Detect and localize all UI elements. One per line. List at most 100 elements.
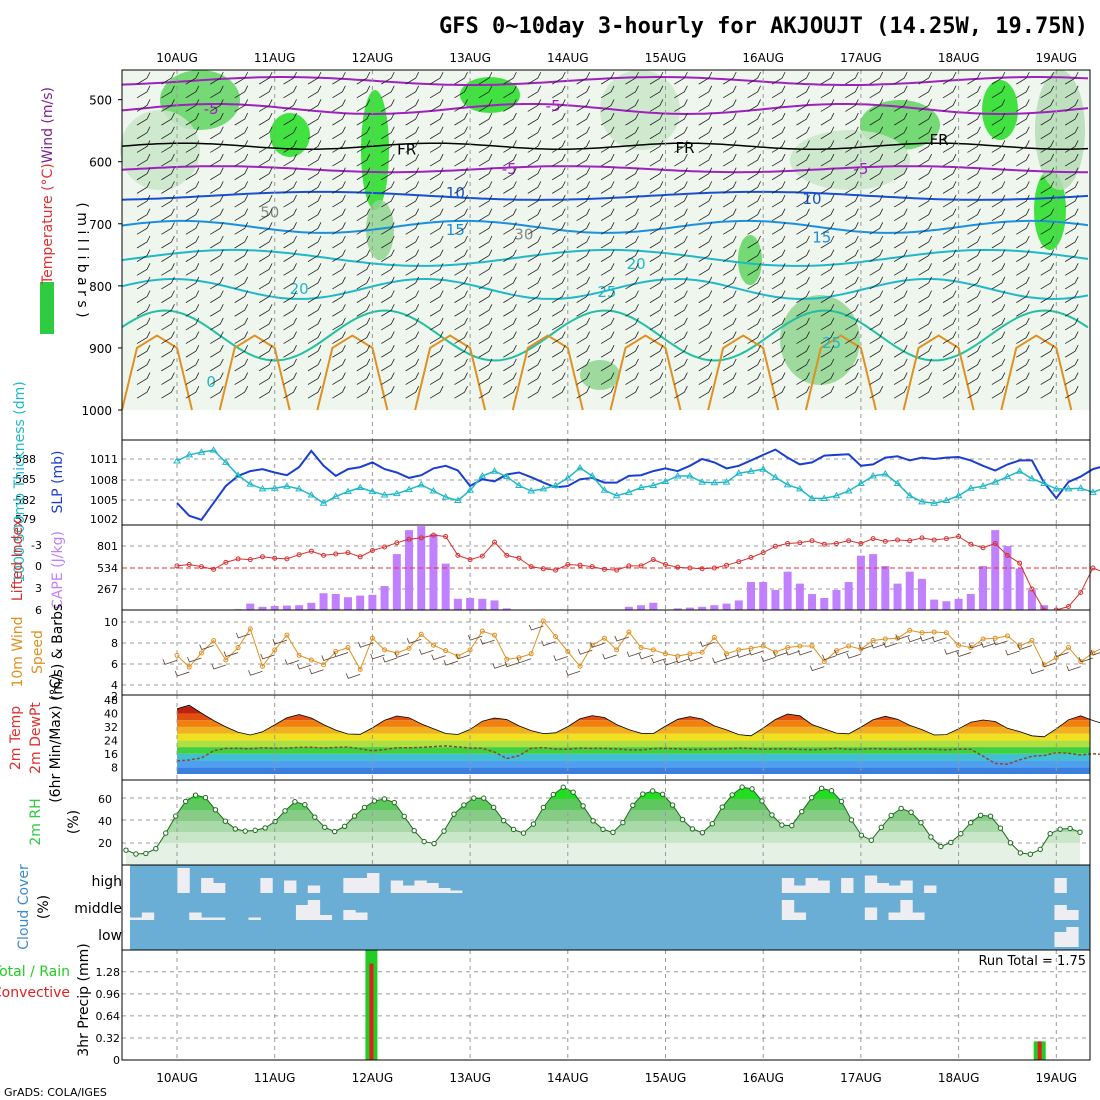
wind-barb [991,358,1006,372]
wind-barb [553,655,568,661]
wind-barb [381,249,395,262]
wind-barb [161,358,175,372]
wind-barb [283,208,297,222]
wind-barb [552,140,566,153]
wind-barb [478,317,493,331]
wind-speed-point [675,653,681,659]
wind-barb [967,249,981,262]
rh-point [232,826,239,832]
cloud-cell [201,878,214,893]
wind-barb [649,208,664,222]
wind-barb [893,386,908,399]
wind-barb [747,372,761,385]
wind-barb [600,276,615,290]
cape-bar [441,563,450,610]
wind-barb [722,167,737,181]
wind-barb [722,194,737,208]
wind-barb [649,372,664,385]
wind-barb [1016,386,1030,399]
cape-bar [905,571,914,610]
ylabel-part: Cloud Cover [16,864,32,950]
cape-bar [942,601,951,610]
wind-barb [356,235,371,249]
wind-barb [258,112,273,126]
wind-barb [283,71,297,85]
wind-barb [845,290,859,303]
wind-barb [626,651,642,658]
wind-barb [478,112,493,126]
li-point [1078,590,1084,595]
wind-barb [722,372,737,385]
wind-barb [234,263,249,276]
wind-speed-point [382,647,388,653]
wind-barb [185,140,200,153]
wind-barb [1017,644,1033,651]
wind-barb [283,345,297,358]
wind-barb [845,222,859,235]
wind-barb [600,331,615,344]
ylabel-part: 3hr Precip (mm) [76,943,92,1056]
wind-barb [210,112,224,126]
wind-barb [429,249,444,262]
cape-bar [954,598,963,610]
wind-barb [503,249,517,262]
wind-barb [480,638,495,645]
rh-point [322,824,328,830]
li-point [577,562,583,568]
wind-barb [1040,222,1055,235]
wind-barb [771,276,786,290]
wind-barb [649,71,664,85]
isotherm-line [316,334,389,411]
wind-barb [1064,112,1079,126]
wind-barb [307,372,322,385]
wind-barb [796,304,810,317]
wind-barb [625,126,639,140]
wind-barb [942,140,957,153]
li-point [345,550,351,556]
wind-barb [698,181,713,194]
wind-barb [967,331,981,344]
wind-barb [258,386,273,399]
cloud-cell [367,873,380,893]
wind-barb [356,71,371,85]
wind-barb [356,85,371,99]
wind-barb [1064,126,1079,140]
wind-barb [405,331,420,344]
cloud-cell [177,868,190,893]
isotherm-line [1000,334,1073,411]
rh-point [421,838,427,845]
wind-barb [991,386,1006,399]
rh-point [848,817,855,823]
cape-bar [820,598,829,610]
wind-barb [185,99,200,112]
wind-barb [161,167,175,181]
wind-barb [381,208,395,222]
li-point [724,562,730,568]
rh-point [361,804,368,811]
wind-barb [869,249,884,262]
wind-barb [674,126,688,140]
rh-point [600,826,606,833]
wind-barb [820,290,835,303]
wind-speed-point [186,664,192,670]
wind-barb [820,194,835,208]
contour-label: 25 [597,283,616,301]
wind-barb [991,331,1006,344]
li-point [1017,560,1023,566]
cape-bar [991,530,1000,610]
wind-barb [747,386,761,399]
wind-barb [187,656,202,663]
li-point [785,541,791,546]
li-ylabel: Lifted Index [10,519,26,601]
wind-barb [478,331,493,344]
wind-barb [942,276,957,290]
wind-barb [185,194,200,208]
wind-barb [454,345,468,358]
wind-barb [210,276,224,290]
wind-barb [820,126,835,140]
rh-point [441,828,447,834]
wind-barb [942,263,957,276]
wind-barb [1016,345,1030,358]
wind-barb [845,71,859,85]
